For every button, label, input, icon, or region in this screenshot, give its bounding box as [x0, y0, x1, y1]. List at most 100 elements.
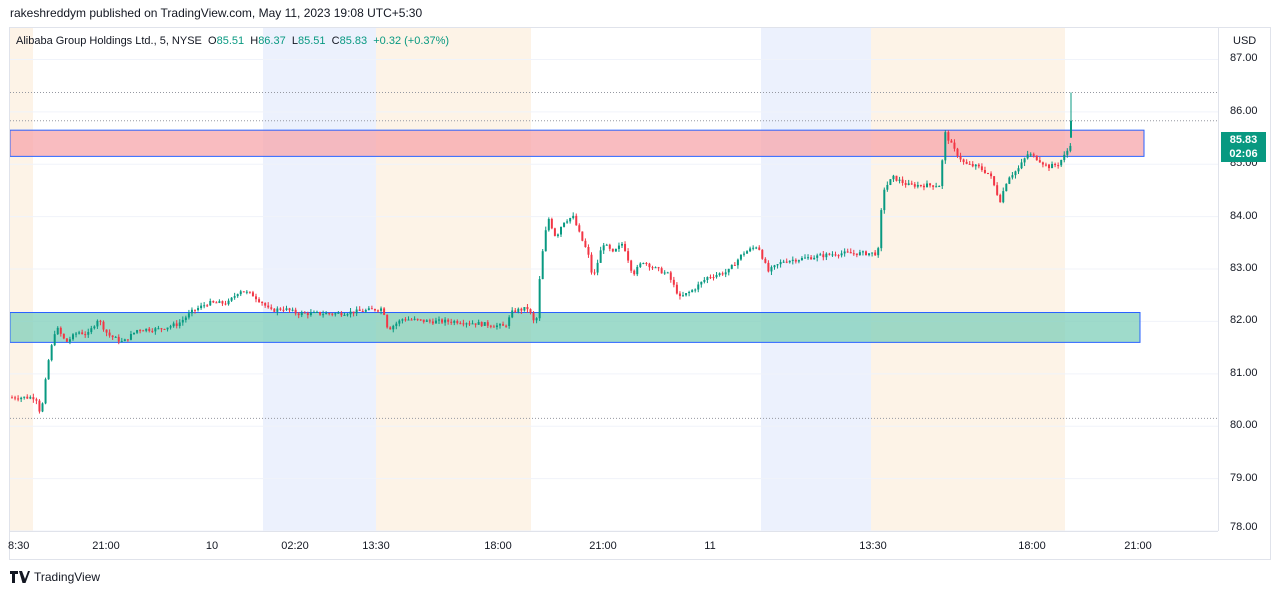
tradingview-logo-icon[interactable] — [10, 571, 30, 583]
candle-body — [209, 301, 212, 306]
candle-body — [398, 320, 401, 324]
candle-body — [361, 310, 364, 312]
candle-body — [1057, 165, 1060, 167]
currency-label: USD — [1233, 35, 1257, 47]
candle-body — [72, 334, 74, 340]
candle-body — [96, 320, 99, 327]
footer-brand[interactable]: TradingView — [34, 570, 101, 584]
price-tick-label: 82.00 — [1230, 314, 1258, 327]
candle-body — [334, 313, 337, 315]
candle-body — [968, 163, 971, 165]
candle-body — [367, 308, 370, 311]
chart-plot-area[interactable] — [10, 28, 1218, 531]
session-band — [263, 28, 376, 531]
candle-body — [950, 140, 953, 143]
candle-body — [389, 327, 392, 330]
candle-body — [178, 322, 181, 326]
time-axis[interactable] — [10, 531, 1218, 560]
session-band — [10, 28, 33, 531]
candle-body — [87, 332, 90, 335]
candle-body — [688, 291, 691, 294]
candle-body — [270, 307, 273, 309]
candle-body — [675, 284, 678, 294]
candle-body — [669, 272, 672, 280]
candle-body — [794, 259, 797, 262]
price-tick-label: 81.00 — [1230, 366, 1258, 379]
candle-body — [1008, 177, 1011, 184]
symbol-name[interactable]: Alibaba Group Holdings Ltd., 5, NYSE — [16, 35, 202, 47]
candle-body — [993, 176, 996, 186]
candle-body — [129, 334, 132, 340]
candle-body — [300, 312, 303, 316]
time-tick-label: 21:00 — [92, 540, 120, 552]
candle-body — [630, 260, 633, 271]
candle-body — [706, 277, 709, 281]
candle-body — [197, 308, 200, 311]
candle-body — [471, 323, 474, 325]
candle-body — [175, 323, 178, 326]
candle-body — [599, 250, 602, 263]
candle-body — [1020, 162, 1023, 169]
supply-zone — [10, 129, 1145, 157]
candlestick-chart[interactable] — [10, 28, 1218, 531]
price-scale[interactable] — [1218, 28, 1271, 531]
candle-body — [462, 323, 465, 325]
candle-body — [550, 218, 553, 229]
candle-body — [871, 252, 874, 254]
candle-body — [831, 254, 834, 256]
candle-body — [971, 164, 974, 167]
last-candle-body — [1070, 120, 1072, 138]
candle-body — [312, 312, 315, 314]
candle-body — [633, 270, 636, 275]
candle-body — [721, 273, 724, 275]
candle-body — [678, 293, 681, 297]
candle-body — [654, 267, 657, 269]
candle-body — [617, 245, 620, 249]
price-tick-label: 86.00 — [1230, 104, 1258, 117]
candle-body — [983, 169, 986, 173]
ohlc-legend: Alibaba Group Holdings Ltd., 5, NYSE O85… — [16, 35, 449, 47]
candle-body — [337, 312, 340, 314]
candle-body — [380, 308, 383, 311]
candle-body — [1051, 163, 1054, 169]
candle-body — [807, 257, 810, 259]
candle-body — [355, 309, 358, 314]
candle-body — [328, 313, 331, 315]
candle-body — [114, 336, 117, 338]
candle-body — [736, 259, 739, 266]
candle-body — [364, 310, 367, 312]
last-price-tag: 85.83 02:06 — [1221, 132, 1266, 162]
candle-body — [1063, 154, 1066, 161]
candle-body — [343, 314, 346, 316]
candle-body — [166, 327, 169, 330]
time-tick-label: 13:30 — [859, 540, 887, 552]
candle-body — [75, 333, 78, 335]
candle-body — [605, 244, 608, 246]
candle-body — [163, 328, 166, 330]
candle-body — [761, 249, 764, 259]
candle-body — [139, 330, 142, 332]
candle-body — [395, 323, 398, 326]
candle-body — [123, 339, 126, 342]
candle-body — [627, 251, 630, 261]
candle-body — [136, 330, 139, 333]
candle-body — [499, 324, 501, 326]
candle-body — [837, 255, 840, 257]
candle-body — [44, 379, 47, 404]
candle-body — [660, 268, 663, 274]
candle-body — [987, 172, 989, 174]
candle-body — [889, 179, 892, 185]
candle-body — [416, 318, 419, 320]
candle-body — [154, 328, 157, 332]
candle-body — [621, 243, 623, 246]
candle-body — [755, 247, 758, 249]
close-value: 85.83 — [339, 35, 368, 47]
candle-body — [340, 312, 343, 316]
candle-body — [267, 305, 270, 308]
candle-body — [563, 222, 566, 227]
candle-body — [868, 253, 871, 256]
candle-body — [1029, 154, 1032, 156]
candle-body — [428, 320, 431, 322]
candle-body — [892, 175, 895, 180]
candle-body — [749, 248, 752, 252]
